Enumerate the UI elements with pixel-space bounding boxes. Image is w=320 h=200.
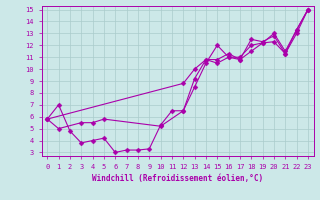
- X-axis label: Windchill (Refroidissement éolien,°C): Windchill (Refroidissement éolien,°C): [92, 174, 263, 183]
